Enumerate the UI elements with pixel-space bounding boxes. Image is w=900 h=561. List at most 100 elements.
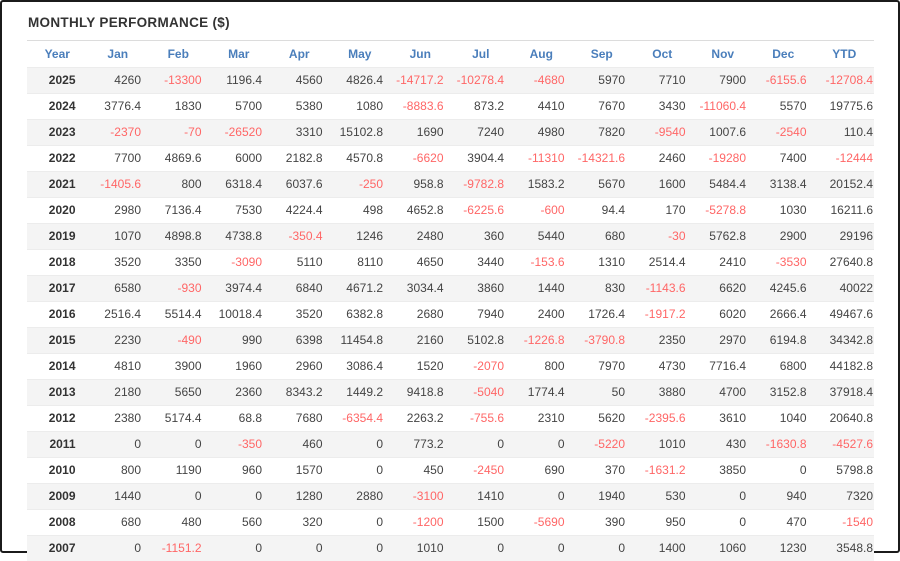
year-cell: 2013 [27,380,88,406]
value-cell: 4560 [269,68,330,94]
value-cell: 470 [753,510,814,536]
year-cell: 2009 [27,484,88,510]
value-cell: -14321.6 [572,146,633,172]
value-cell: 4671.2 [330,276,391,302]
value-cell: 1774.4 [511,380,572,406]
value-cell: 5102.8 [451,328,512,354]
value-cell: 4700 [693,380,754,406]
value-cell: 2514.4 [632,250,693,276]
value-cell: 1196.4 [209,68,270,94]
value-cell: 1449.2 [330,380,391,406]
value-cell: -8883.6 [390,94,451,120]
value-cell: 7136.4 [148,198,209,224]
value-cell: 1440 [511,276,572,302]
value-cell: 4738.8 [209,224,270,250]
value-cell: 5798.8 [814,458,875,484]
value-cell: -3090 [209,250,270,276]
value-cell: 1583.2 [511,172,572,198]
year-cell: 2019 [27,224,88,250]
value-cell: 34342.8 [814,328,875,354]
value-cell: 7670 [572,94,633,120]
value-cell: -5690 [511,510,572,536]
year-cell: 2010 [27,458,88,484]
value-cell: 0 [511,432,572,458]
value-cell: 0 [88,536,149,561]
value-cell: 94.4 [572,198,633,224]
value-cell: 2460 [632,146,693,172]
value-cell: 44182.8 [814,354,875,380]
year-cell: 2017 [27,276,88,302]
value-cell: 4652.8 [390,198,451,224]
value-cell: 170 [632,198,693,224]
value-cell: 6318.4 [209,172,270,198]
value-cell: 2380 [88,406,149,432]
value-cell: -12708.4 [814,68,875,94]
value-cell: 0 [330,432,391,458]
value-cell: 0 [753,458,814,484]
value-cell: 3440 [451,250,512,276]
value-cell: 49467.6 [814,302,875,328]
value-cell: -5040 [451,380,512,406]
value-cell: 5570 [753,94,814,120]
value-cell: 430 [693,432,754,458]
value-cell: 0 [209,536,270,561]
column-header-may: May [330,41,391,68]
value-cell: 4410 [511,94,572,120]
value-cell: 11454.8 [330,328,391,354]
value-cell: 2160 [390,328,451,354]
value-cell: 460 [269,432,330,458]
value-cell: 0 [451,536,512,561]
value-cell: 6000 [209,146,270,172]
column-header-jun: Jun [390,41,451,68]
value-cell: -350.4 [269,224,330,250]
value-cell: -6620 [390,146,451,172]
value-cell: 950 [632,510,693,536]
value-cell: 68.8 [209,406,270,432]
value-cell: 6037.6 [269,172,330,198]
value-cell: 15102.8 [330,120,391,146]
value-cell: 0 [511,536,572,561]
value-cell: 6382.8 [330,302,391,328]
value-cell: -3790.8 [572,328,633,354]
year-cell: 2011 [27,432,88,458]
value-cell: 0 [209,484,270,510]
year-cell: 2008 [27,510,88,536]
value-cell: 3520 [88,250,149,276]
value-cell: 1070 [88,224,149,250]
value-cell: 1280 [269,484,330,510]
value-cell: 1960 [209,354,270,380]
value-cell: 9418.8 [390,380,451,406]
value-cell: -19280 [693,146,754,172]
value-cell: 7240 [451,120,512,146]
value-cell: 19775.6 [814,94,875,120]
value-cell: 3310 [269,120,330,146]
value-cell: 800 [88,458,149,484]
value-cell: 0 [511,484,572,510]
value-cell: 1500 [451,510,512,536]
value-cell: 5380 [269,94,330,120]
value-cell: 5174.4 [148,406,209,432]
value-cell: 7680 [269,406,330,432]
value-cell: 958.8 [390,172,451,198]
value-cell: 5440 [511,224,572,250]
year-cell: 2025 [27,68,88,94]
value-cell: 2182.8 [269,146,330,172]
column-header-jul: Jul [451,41,512,68]
value-cell: -5220 [572,432,633,458]
value-cell: 6620 [693,276,754,302]
value-cell: 5650 [148,380,209,406]
value-cell: 1600 [632,172,693,198]
value-cell: 10018.4 [209,302,270,328]
value-cell: 0 [88,432,149,458]
column-header-sep: Sep [572,41,633,68]
value-cell: 3520 [269,302,330,328]
